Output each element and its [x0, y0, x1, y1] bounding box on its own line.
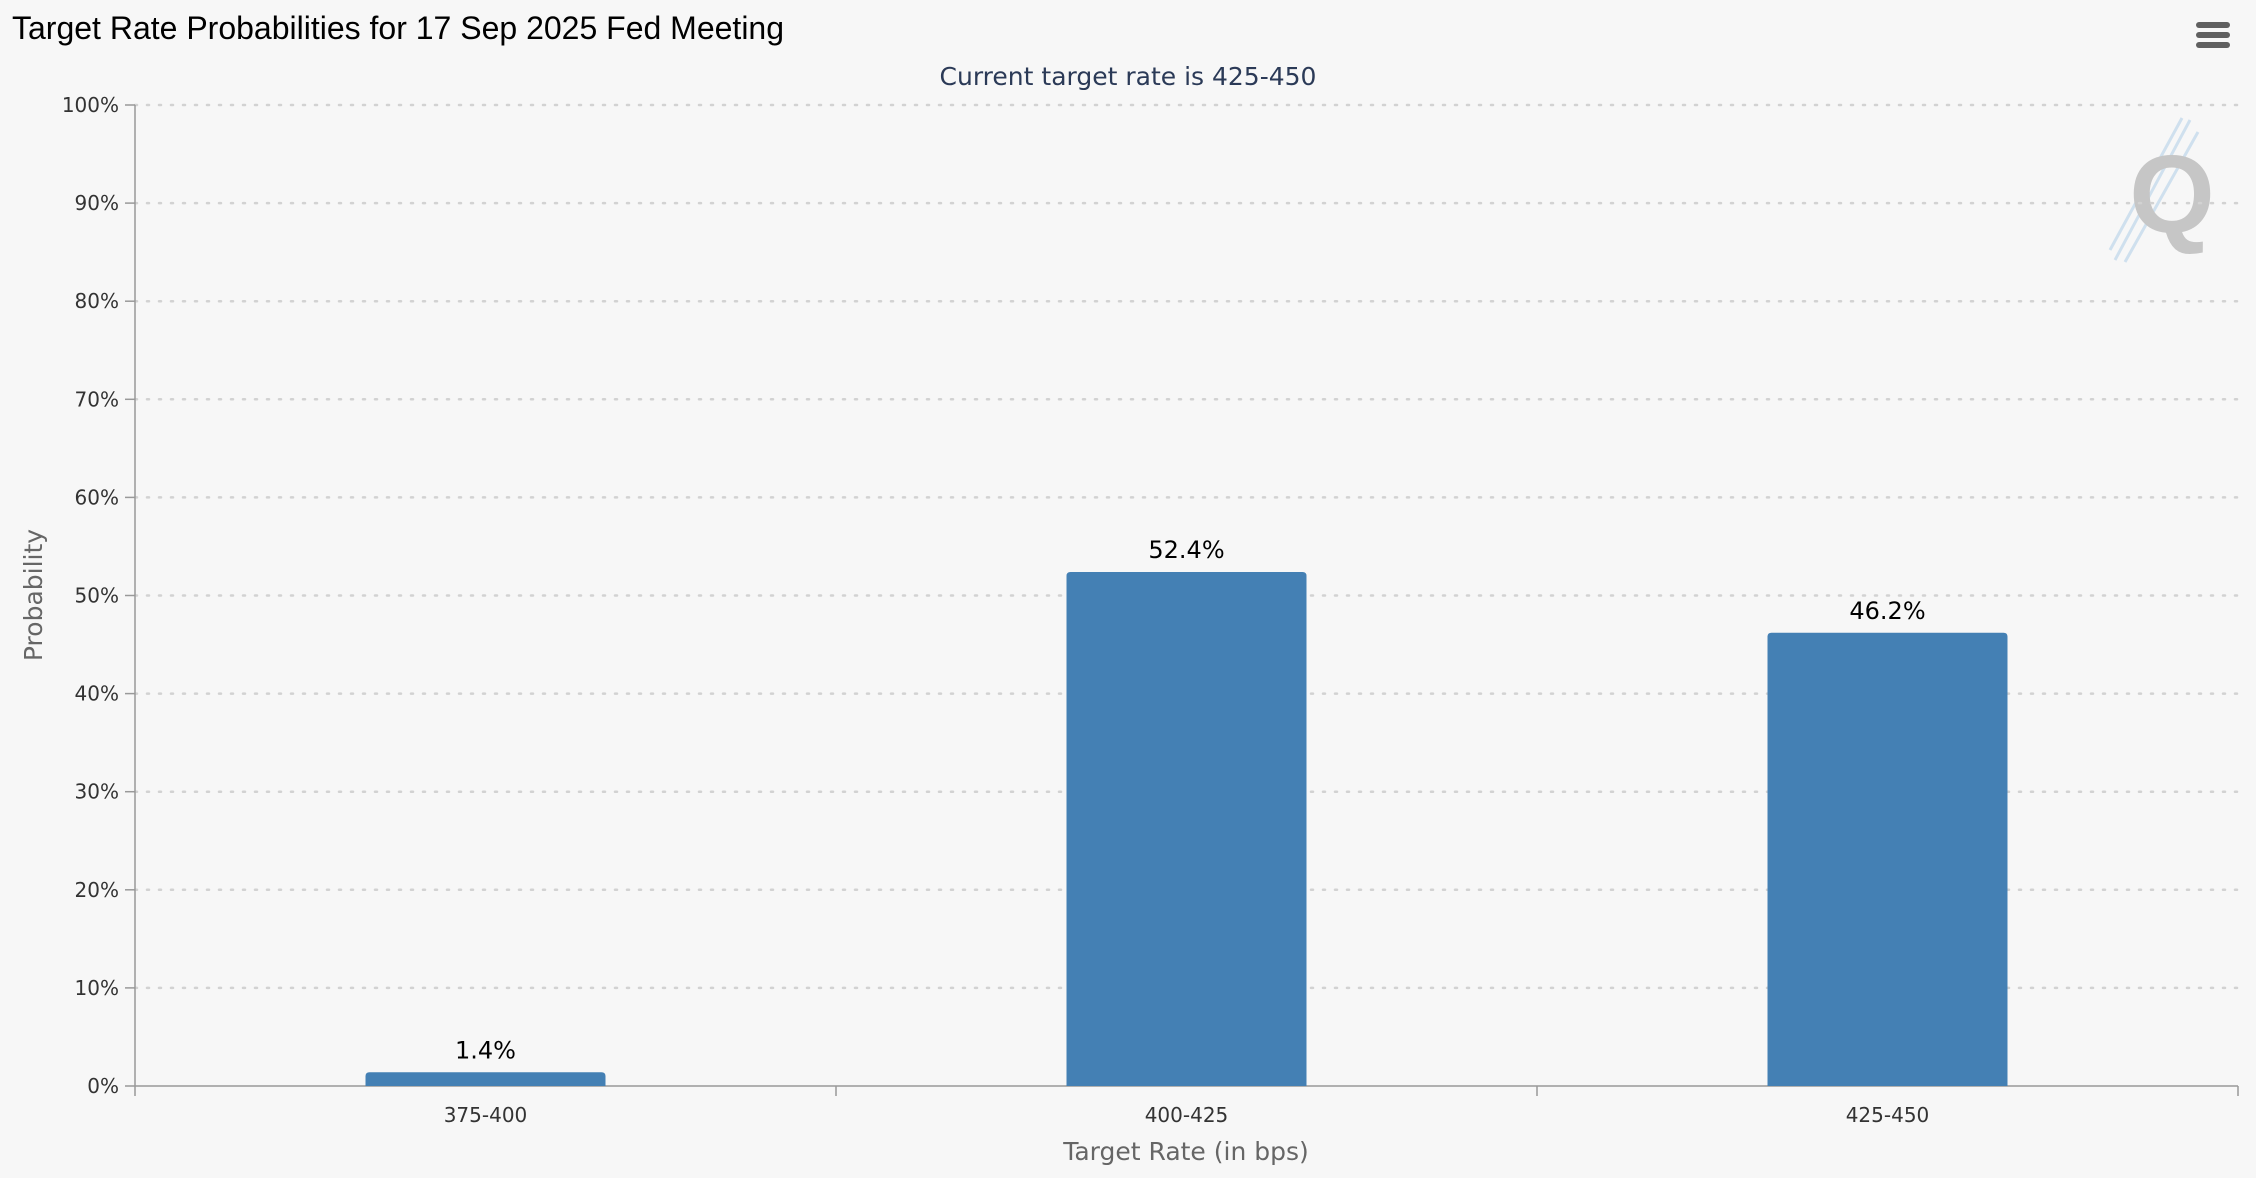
- y-tick-label: 70%: [75, 387, 119, 411]
- y-tick-label: 100%: [62, 93, 119, 117]
- y-tick-label: 50%: [75, 584, 119, 608]
- bar-425-450[interactable]: [1767, 632, 2008, 1086]
- x-tick-label: 425-450: [1846, 1103, 1930, 1127]
- data-label: 1.4%: [455, 1036, 516, 1064]
- data-label: 52.4%: [1148, 536, 1224, 564]
- bar-400-425[interactable]: [1066, 571, 1307, 1086]
- bars: 1.4% 52.4% 46.2%: [365, 536, 2008, 1086]
- y-tick-label: 30%: [75, 780, 119, 804]
- y-tick-label: 80%: [75, 289, 119, 313]
- y-tick-label: 10%: [75, 976, 119, 1000]
- x-tick-label: 400-425: [1145, 1103, 1229, 1127]
- x-axis-ticks: 375-400 400-425 425-450: [134, 1086, 2239, 1127]
- y-tick-label: 60%: [75, 485, 119, 509]
- data-label: 46.2%: [1849, 597, 1925, 625]
- page-title: Target Rate Probabilities for 17 Sep 202…: [12, 10, 785, 46]
- x-tick-label: 375-400: [444, 1103, 528, 1127]
- q-logo-icon: Q: [2108, 117, 2215, 263]
- bar-375-400[interactable]: [365, 1072, 606, 1086]
- y-tick-label: 40%: [75, 682, 119, 706]
- chart-menu-button[interactable]: [2194, 18, 2234, 52]
- y-tick-label: 90%: [75, 191, 119, 215]
- y-axis-ticks: 0% 10% 20% 30% 40% 50% 60% 70% 80% 90% 100%: [62, 93, 135, 1098]
- chart-subtitle: Current target rate is 425-450: [940, 62, 1317, 91]
- watermark-letter: Q: [2129, 133, 2215, 256]
- y-tick-label: 0%: [87, 1074, 119, 1098]
- y-axis-title: Probability: [19, 529, 48, 661]
- y-tick-label: 20%: [75, 878, 119, 902]
- x-axis-title: Target Rate (in bps): [1062, 1137, 1309, 1166]
